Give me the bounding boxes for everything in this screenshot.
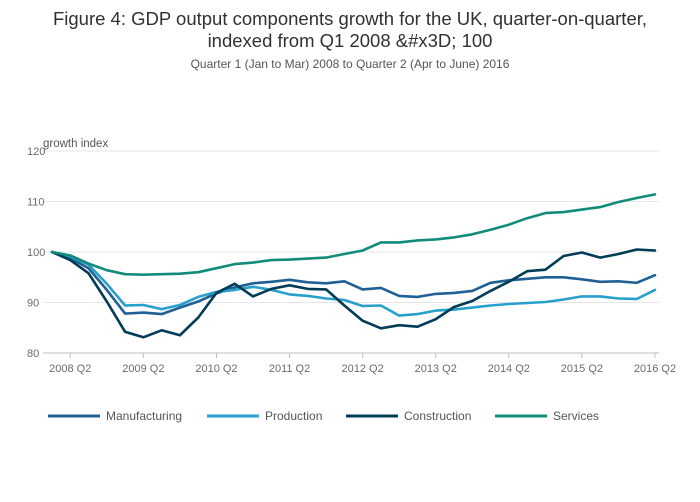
y-tick-label: 120 bbox=[27, 146, 45, 158]
series-lines bbox=[50, 193, 657, 339]
legend-label-manufacturing: Manufacturing bbox=[106, 409, 182, 423]
y-tick-label: 100 bbox=[27, 247, 45, 259]
chart-title-line-2: indexed from Q1 2008 &#x3D; 100 bbox=[207, 30, 493, 51]
chart-subtitle: Quarter 1 (Jan to Mar) 2008 to Quarter 2… bbox=[190, 57, 510, 71]
legend: Manufacturing Production Construction Servi… bbox=[48, 409, 599, 423]
x-tick-label: 2009 Q2 bbox=[122, 363, 164, 375]
x-tick-label: 2013 Q2 bbox=[415, 363, 457, 375]
x-tick-label: 2008 Q2 bbox=[49, 363, 91, 375]
x-axis: 2008 Q2 2009 Q2 2010 Q2 2011 Q2 2012 Q2 2013 … bbox=[49, 353, 676, 375]
series-line-services bbox=[50, 193, 657, 276]
x-tick-label: 2010 Q2 bbox=[195, 363, 237, 375]
y-tick-label: 80 bbox=[27, 348, 39, 360]
series-line-construction bbox=[50, 248, 657, 339]
chart-title: Figure 4: GDP output components growth f… bbox=[0, 8, 700, 52]
x-tick-label: 2012 Q2 bbox=[342, 363, 384, 375]
series-line-production bbox=[50, 250, 657, 317]
x-tick-label: 2016 Q2 bbox=[634, 363, 676, 375]
x-tick-label: 2015 Q2 bbox=[561, 363, 603, 375]
legend-label-construction: Construction bbox=[404, 409, 471, 423]
y-axis-label: growth index bbox=[43, 138, 108, 150]
legend-label-production: Production bbox=[265, 409, 322, 423]
legend-label-services: Services bbox=[553, 409, 599, 423]
chart-title-line-1: Figure 4: GDP output components growth f… bbox=[52, 8, 648, 29]
series-line-manufacturing bbox=[50, 250, 657, 316]
y-tick-label: 110 bbox=[27, 197, 45, 209]
y-axis-ticks: 80 90 100 110 120 bbox=[27, 146, 45, 360]
x-tick-label: 2011 Q2 bbox=[269, 363, 310, 375]
y-tick-label: 90 bbox=[27, 298, 39, 310]
x-tick-label: 2014 Q2 bbox=[488, 363, 530, 375]
